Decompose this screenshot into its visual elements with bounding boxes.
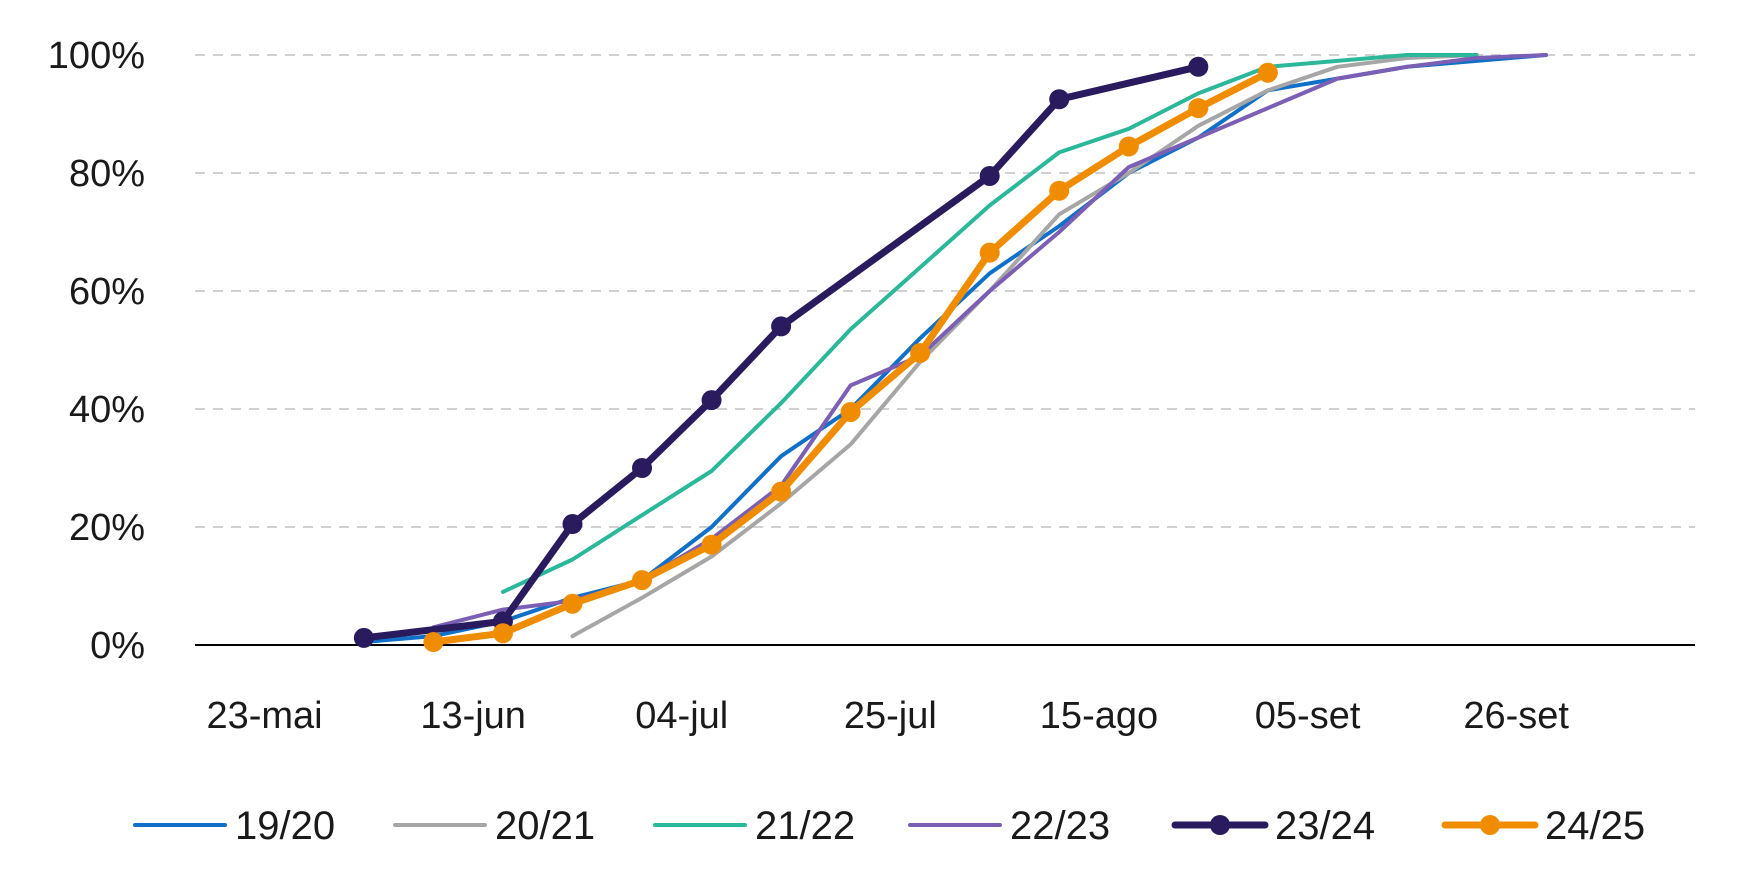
y-tick-label: 40% xyxy=(69,389,145,431)
x-tick-label: 25-jul xyxy=(844,695,937,737)
y-axis-tick-labels: 0% 20% 40% 60% 80% 100% xyxy=(48,35,145,667)
series-line xyxy=(361,53,1548,644)
legend-item: 24/25 xyxy=(1441,804,1645,848)
data-point xyxy=(1188,56,1209,77)
data-point xyxy=(771,481,792,502)
x-tick-label: 15-ago xyxy=(1040,695,1158,737)
data-point xyxy=(562,514,583,535)
data-point xyxy=(1049,89,1070,110)
legend-label: 22/23 xyxy=(1010,804,1110,848)
data-point xyxy=(910,342,931,363)
data-point xyxy=(632,570,653,591)
y-tick-label: 20% xyxy=(69,507,145,549)
x-tick-label: 13-jun xyxy=(420,695,526,737)
data-point xyxy=(701,534,722,555)
y-tick-label: 0% xyxy=(90,625,145,667)
legend-label: 20/21 xyxy=(495,804,595,848)
data-point xyxy=(1118,136,1139,157)
series-23-24 xyxy=(353,56,1209,648)
legend-item: 23/24 xyxy=(1171,804,1375,848)
data-point xyxy=(1257,62,1278,83)
x-tick-label: 26-set xyxy=(1463,695,1569,737)
data-point xyxy=(701,390,722,411)
data-point xyxy=(353,627,374,648)
y-tick-label: 60% xyxy=(69,271,145,313)
legend-item: 19/20 xyxy=(133,804,335,848)
data-point xyxy=(979,242,1000,263)
legend-item: 22/23 xyxy=(908,804,1110,848)
legend: 19/20 20/21 21/22 22/23 23/24 24/25 xyxy=(133,804,1645,848)
legend-label: 21/22 xyxy=(755,804,855,848)
legend-label: 24/25 xyxy=(1545,804,1645,848)
series-line xyxy=(570,53,1479,639)
data-point xyxy=(1188,98,1209,119)
data-point xyxy=(1049,180,1070,201)
legend-item: 20/21 xyxy=(393,804,595,848)
series-20-21 xyxy=(570,53,1479,639)
series-24-25 xyxy=(423,62,1278,653)
x-tick-label: 05-set xyxy=(1255,695,1361,737)
series-19-20 xyxy=(361,53,1548,644)
series-line xyxy=(500,53,1479,594)
series-line xyxy=(360,63,1202,642)
legend-item: 21/22 xyxy=(653,804,855,848)
data-point xyxy=(979,165,1000,186)
legend-marker xyxy=(1480,815,1500,835)
series-21-22 xyxy=(500,53,1479,594)
x-axis-tick-labels: 23-mai 13-jun 04-jul 25-jul 15-ago 05-set 26-s… xyxy=(206,695,1569,737)
data-point xyxy=(840,401,861,422)
data-point xyxy=(562,593,583,614)
y-tick-label: 100% xyxy=(48,35,145,77)
series-line xyxy=(429,69,1272,646)
y-tick-label: 80% xyxy=(69,153,145,195)
legend-label: 19/20 xyxy=(235,804,335,848)
data-point xyxy=(492,623,513,644)
legend-label: 23/24 xyxy=(1275,804,1375,848)
series-lines xyxy=(353,53,1548,653)
data-point xyxy=(771,316,792,337)
gridlines xyxy=(195,54,1695,528)
x-tick-label: 04-jul xyxy=(635,695,728,737)
data-point xyxy=(423,632,444,653)
legend-marker xyxy=(1210,815,1230,835)
x-tick-label: 23-mai xyxy=(206,695,322,737)
data-point xyxy=(632,458,653,478)
